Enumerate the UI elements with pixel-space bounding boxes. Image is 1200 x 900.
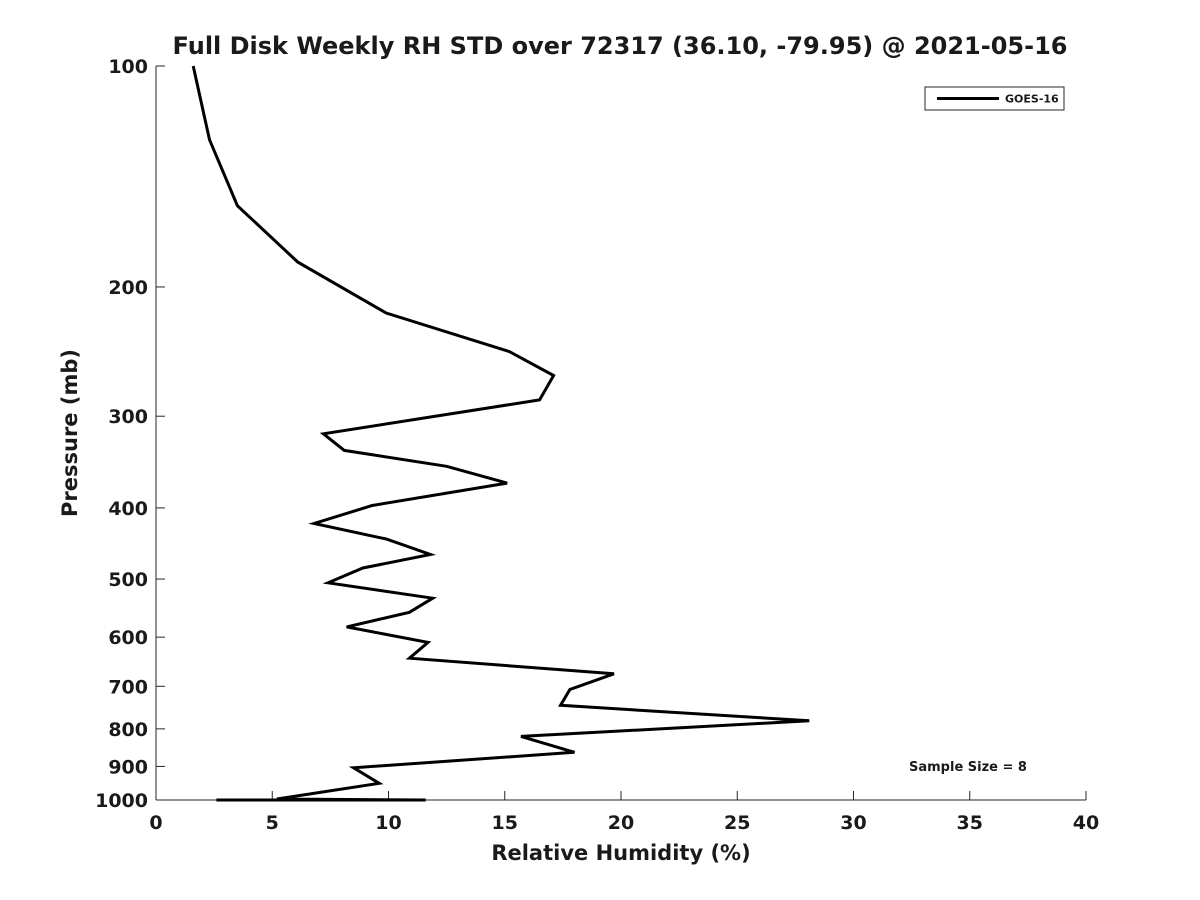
series-layer bbox=[191, 65, 810, 802]
x-tick-label: 0 bbox=[149, 812, 162, 834]
y-tick-label: 300 bbox=[108, 406, 148, 428]
y-tick-label: 900 bbox=[108, 756, 148, 778]
legend-label-goes16: GOES-16 bbox=[1005, 93, 1059, 106]
x-axis-ticks: 0 5 10 15 20 25 30 35 40 bbox=[149, 791, 1099, 834]
x-tick-label: 25 bbox=[724, 812, 750, 834]
y-tick-label: 700 bbox=[108, 676, 148, 698]
x-tick-label: 30 bbox=[840, 812, 866, 834]
x-axis-label: Relative Humidity (%) bbox=[491, 841, 750, 865]
series-line-goes16 bbox=[191, 65, 810, 802]
x-tick-label: 20 bbox=[608, 812, 634, 834]
y-tick-label: 400 bbox=[108, 498, 148, 520]
chart-title: Full Disk Weekly RH STD over 72317 (36.1… bbox=[173, 32, 1068, 60]
sample-size-annotation: Sample Size = 8 bbox=[909, 760, 1027, 775]
y-axis-ticks: 100 200 300 400 500 600 700 800 900 1000 bbox=[95, 56, 165, 812]
y-tick-label: 200 bbox=[108, 277, 148, 299]
x-tick-label: 35 bbox=[957, 812, 983, 834]
x-tick-label: 40 bbox=[1073, 812, 1099, 834]
y-tick-label: 1000 bbox=[95, 790, 148, 812]
x-tick-label: 15 bbox=[492, 812, 518, 834]
y-tick-label: 600 bbox=[108, 627, 148, 649]
x-tick-label: 10 bbox=[375, 812, 401, 834]
y-tick-label: 100 bbox=[108, 56, 148, 78]
y-axis-label: Pressure (mb) bbox=[58, 349, 82, 517]
legend: GOES-16 bbox=[924, 86, 1065, 111]
y-tick-label: 500 bbox=[108, 569, 148, 591]
y-tick-label: 800 bbox=[108, 719, 148, 741]
x-tick-label: 5 bbox=[266, 812, 279, 834]
